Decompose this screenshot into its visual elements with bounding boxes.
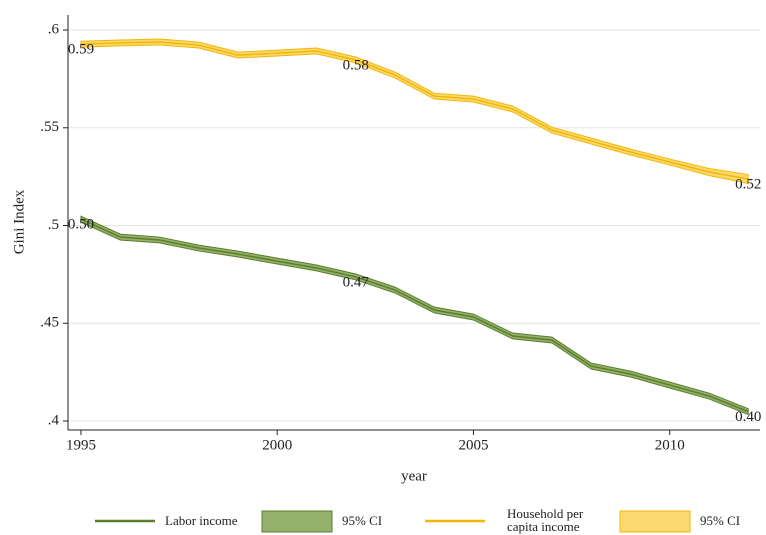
y-tick-label: .55 (40, 119, 59, 135)
line (80, 41, 749, 180)
x-tick-label: 2000 (262, 437, 292, 453)
data-label: 0.52 (735, 176, 761, 192)
x-tick-label: 2010 (655, 437, 685, 453)
data-label: 0.59 (68, 42, 94, 58)
legend-label: Household per capita income (507, 506, 584, 534)
legend-label: 95% CI (700, 513, 740, 528)
legend-band (619, 510, 691, 533)
ci-band (80, 215, 749, 416)
legend: Labor income 95% CI Household per capita in… (95, 506, 740, 534)
x-tick-label: 2005 (458, 437, 488, 453)
y-tick-label: .4 (48, 412, 60, 428)
y-axis-title: Gini Index (11, 189, 27, 254)
legend-label: Labor income (165, 513, 238, 528)
legend-label: 95% CI (342, 513, 382, 528)
data-label: 0.40 (735, 409, 761, 425)
y-tick-label: .6 (48, 21, 60, 37)
legend-label-line: Household per (507, 506, 584, 521)
legend-band (261, 510, 333, 533)
line (80, 218, 749, 413)
legend-label-line: capita income (507, 519, 580, 534)
y-tick-label: .5 (48, 217, 59, 233)
ci-band (80, 38, 749, 185)
x-tick-label: 1995 (66, 437, 96, 453)
x-axis-title: year (401, 468, 427, 484)
data-label: 0.47 (343, 274, 370, 290)
y-tick-label: .45 (40, 315, 59, 331)
data-label: 0.58 (343, 57, 369, 73)
data-label: 0.50 (68, 217, 94, 233)
